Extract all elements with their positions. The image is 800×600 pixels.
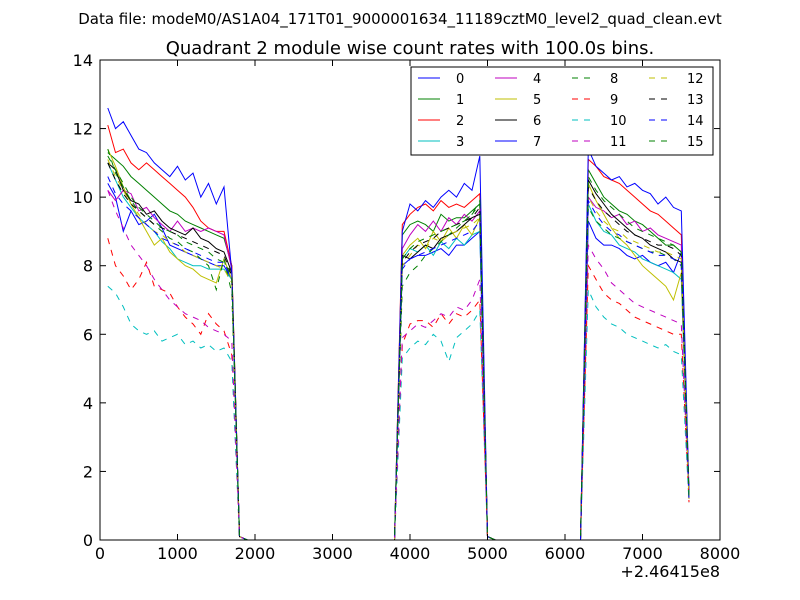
x-tick-label: 7000 <box>622 544 663 563</box>
x-tick-label: 4000 <box>390 544 431 563</box>
series-line-15 <box>107 155 690 541</box>
series-line-0 <box>107 183 690 541</box>
legend-label-0: 0 <box>456 72 464 87</box>
x-tick-label: 1000 <box>157 544 198 563</box>
legend-label-8: 8 <box>610 72 618 87</box>
series-line-12 <box>107 159 690 541</box>
x-axis: 0 1000 2000 3000 4000 5000 6000 7000 8000 <box>95 60 740 563</box>
legend-label-15: 15 <box>687 135 704 150</box>
legend-label-4: 4 <box>533 72 541 87</box>
x-tick-label: 6000 <box>545 544 586 563</box>
y-tick-label: 4 <box>83 394 93 413</box>
y-tick-label: 10 <box>73 188 93 207</box>
y-tick-label: 14 <box>73 51 93 70</box>
legend-label-3: 3 <box>456 135 464 150</box>
legend-label-7: 7 <box>533 135 541 150</box>
y-tick-label: 2 <box>83 462 93 481</box>
legend-label-14: 14 <box>687 114 704 129</box>
legend-label-5: 5 <box>533 93 541 108</box>
legend-label-2: 2 <box>456 114 464 129</box>
legend-label-1: 1 <box>456 93 464 108</box>
series-layer <box>107 107 690 541</box>
x-tick-label: 8000 <box>700 544 741 563</box>
chart-suptitle: Data file: modeM0/AS1A04_171T01_90000016… <box>78 10 722 29</box>
series-line-6 <box>107 162 690 541</box>
legend-label-12: 12 <box>687 72 704 87</box>
legend-label-9: 9 <box>610 93 618 108</box>
x-tick-label: 5000 <box>467 544 508 563</box>
x-axis-offset-label: +2.46415e8 <box>620 562 720 581</box>
legend-label-6: 6 <box>533 114 541 129</box>
x-tick-label: 3000 <box>312 544 353 563</box>
y-tick-label: 8 <box>83 257 93 276</box>
series-line-8 <box>107 148 690 541</box>
chart-title: Quadrant 2 module wise count rates with … <box>166 38 655 59</box>
legend-label-13: 13 <box>687 93 704 108</box>
legend-box <box>410 66 714 156</box>
series-line-11 <box>107 190 690 541</box>
series-line-7 <box>107 107 690 541</box>
x-tick-label: 0 <box>95 544 105 563</box>
series-line-3 <box>107 162 690 541</box>
x-tick-label: 2000 <box>235 544 276 563</box>
legend-label-10: 10 <box>610 114 627 129</box>
y-tick-label: 12 <box>73 120 93 139</box>
series-line-2 <box>107 124 690 541</box>
series-line-13 <box>107 162 690 541</box>
y-tick-label: 6 <box>83 325 93 344</box>
legend-label-11: 11 <box>610 135 627 150</box>
y-tick-label: 0 <box>83 531 93 550</box>
series-line-10 <box>107 285 690 541</box>
